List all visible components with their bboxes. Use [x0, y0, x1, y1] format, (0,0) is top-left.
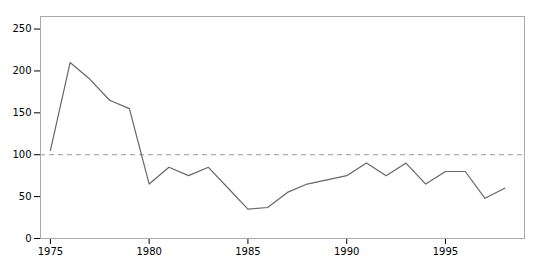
- svg-text:50: 50: [19, 191, 32, 202]
- svg-text:1990: 1990: [334, 246, 359, 257]
- svg-text:1980: 1980: [136, 246, 161, 257]
- svg-text:0: 0: [25, 233, 31, 244]
- svg-text:250: 250: [12, 23, 31, 34]
- svg-text:1975: 1975: [38, 246, 63, 257]
- svg-text:150: 150: [12, 107, 31, 118]
- svg-text:1995: 1995: [433, 246, 458, 257]
- svg-text:1985: 1985: [235, 246, 260, 257]
- svg-text:200: 200: [12, 65, 31, 76]
- svg-text:100: 100: [12, 149, 31, 160]
